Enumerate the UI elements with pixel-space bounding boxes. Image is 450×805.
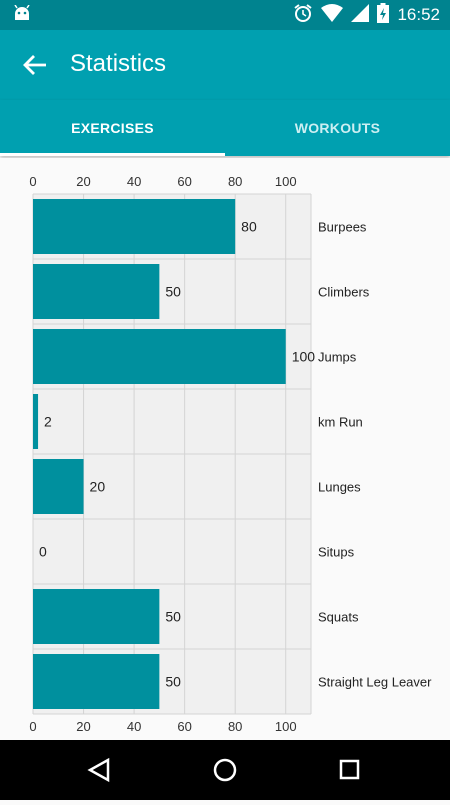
x-tick-label-top: 80 xyxy=(228,174,242,189)
category-label: Squats xyxy=(318,610,359,625)
category-label: Lunges xyxy=(318,480,361,495)
clock-time: 16:52 xyxy=(397,5,440,24)
x-tick-label-bottom: 40 xyxy=(127,719,141,734)
x-tick-label-top: 100 xyxy=(275,174,297,189)
bar xyxy=(33,459,84,514)
bar-value-label: 100 xyxy=(292,349,316,365)
x-tick-label-top: 20 xyxy=(76,174,90,189)
bar xyxy=(33,394,39,449)
chart-area: 0 0 20 20 40 40 60 60 80 80 100 100 80 Burpees 50 Climb… xyxy=(0,158,450,740)
x-tick-label-bottom: 100 xyxy=(275,719,297,734)
tab-exercises[interactable]: EXERCISES xyxy=(71,120,154,136)
bar xyxy=(33,264,160,319)
signal-icon xyxy=(351,3,370,27)
category-label: Jumps xyxy=(318,350,357,365)
category-label: km Run xyxy=(318,415,363,430)
category-label: Straight Leg Leaver xyxy=(318,675,432,690)
page-title: Statistics xyxy=(70,50,167,77)
bar-value-label: 50 xyxy=(165,674,181,690)
tab-workouts[interactable]: WORKOUTS xyxy=(294,120,381,136)
recents-square-icon[interactable] xyxy=(339,759,360,780)
bar-value-label: 50 xyxy=(165,284,181,300)
android-icon xyxy=(12,4,32,28)
bar-value-label: 20 xyxy=(90,479,106,495)
x-tick-label-top: 60 xyxy=(177,174,191,189)
app-bar: Statistics xyxy=(0,30,450,100)
bar xyxy=(33,589,160,644)
wifi-icon xyxy=(321,3,344,27)
navigation-bar xyxy=(0,740,450,800)
category-label: Burpees xyxy=(318,220,367,235)
bar-value-label: 80 xyxy=(241,219,257,235)
status-bar: 16:52 xyxy=(0,0,450,30)
bar xyxy=(33,654,160,709)
x-tick-label-bottom: 80 xyxy=(228,719,242,734)
bar-value-label: 0 xyxy=(39,544,47,560)
x-tick-label-bottom: 0 xyxy=(29,719,36,734)
bar xyxy=(33,329,286,384)
tab-indicator xyxy=(0,153,225,156)
tab-bar: EXERCISES WORKOUTS xyxy=(0,100,450,156)
alarm-icon xyxy=(293,3,313,28)
bar-value-label: 50 xyxy=(165,609,181,625)
category-label: Situps xyxy=(318,545,355,560)
bar-value-label: 2 xyxy=(44,414,52,430)
x-tick-label-bottom: 60 xyxy=(177,719,191,734)
category-label: Climbers xyxy=(318,285,370,300)
bar xyxy=(33,199,236,254)
back-triangle-icon[interactable] xyxy=(87,757,110,783)
arrow-left-icon[interactable] xyxy=(22,52,48,78)
x-tick-label-top: 0 xyxy=(29,174,36,189)
home-circle-icon[interactable] xyxy=(213,758,237,782)
battery-charging-icon xyxy=(377,2,390,28)
x-tick-label-top: 40 xyxy=(127,174,141,189)
x-tick-label-bottom: 20 xyxy=(76,719,90,734)
